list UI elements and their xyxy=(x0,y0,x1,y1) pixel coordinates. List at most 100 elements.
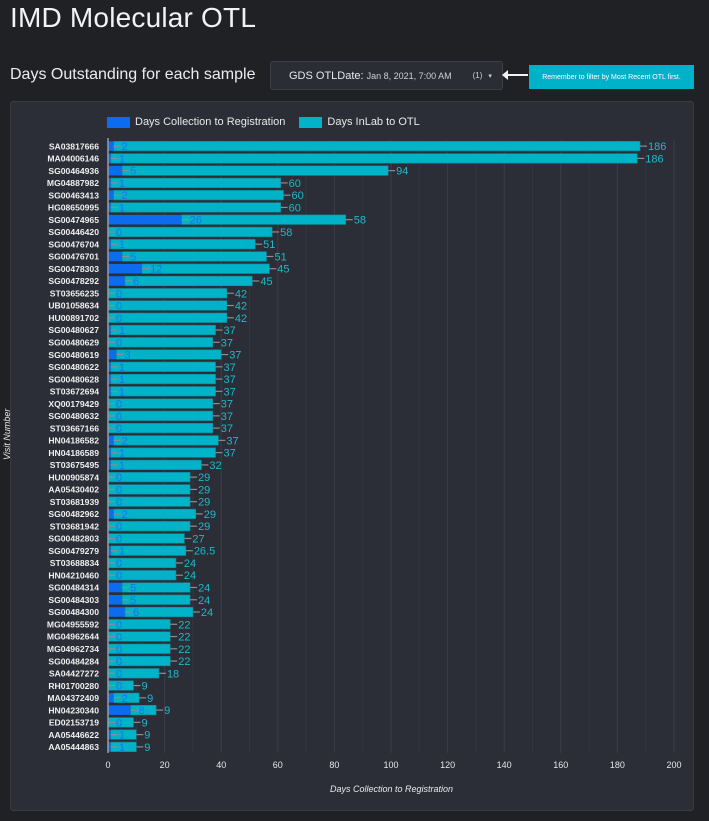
data-label-inlab: 51 xyxy=(274,251,286,263)
data-label-inlab: 22 xyxy=(178,632,190,644)
bar-inlab xyxy=(107,288,228,299)
data-label-collection: 0 xyxy=(116,533,122,545)
bar-inlab xyxy=(107,300,228,311)
data-label-inlab: 42 xyxy=(235,301,247,313)
data-label-inlab: 37 xyxy=(221,411,233,423)
bar-inlab xyxy=(110,202,281,213)
data-label-collection: 1 xyxy=(119,362,125,374)
bar-inlab xyxy=(113,190,284,201)
y-tick-label: ST03656235 xyxy=(50,288,99,298)
data-label-inlab: 37 xyxy=(226,435,238,447)
bar-collection xyxy=(108,325,111,335)
bar-collection xyxy=(108,742,111,752)
y-tick-label: SG00480619 xyxy=(48,350,99,360)
bar-collection xyxy=(108,178,111,188)
bar-collection xyxy=(108,705,131,715)
data-label-inlab: 29 xyxy=(204,509,216,521)
data-label-inlab: 37 xyxy=(224,386,236,398)
data-label-inlab: 37 xyxy=(221,399,233,411)
bar-inlab xyxy=(107,337,214,348)
legend-item-inlab[interactable]: Days InLab to OTL xyxy=(299,116,420,128)
bar-collection xyxy=(108,582,123,593)
data-label-collection: 0 xyxy=(116,570,122,582)
legend-swatch-inlab xyxy=(299,116,323,128)
x-axis-title: Days Collection to Registration xyxy=(330,784,454,794)
data-label-inlab: 24 xyxy=(201,607,213,619)
bar-collection xyxy=(108,729,111,740)
y-tick-label: HG08650995 xyxy=(48,203,99,213)
data-label-inlab: 58 xyxy=(354,215,366,227)
bar-collection xyxy=(108,460,111,470)
y-tick-label: ST03681942 xyxy=(50,521,99,531)
data-label-inlab: 37 xyxy=(224,362,236,374)
x-tick-label: 80 xyxy=(329,760,339,770)
data-label-collection: 6 xyxy=(133,607,139,619)
bar-inlab xyxy=(121,251,267,262)
data-label-inlab: 27 xyxy=(192,533,204,545)
y-tick-label: AA05444863 xyxy=(48,742,99,752)
data-label-inlab: 29 xyxy=(198,472,210,484)
bar-collection xyxy=(108,239,111,249)
data-label-inlab: 9 xyxy=(141,717,147,729)
x-tick-label: 40 xyxy=(216,760,226,770)
x-tick-label: 20 xyxy=(160,760,170,770)
chevron-down-icon: ▾ xyxy=(488,72,492,80)
data-label-inlab: 60 xyxy=(289,178,301,190)
data-label-inlab: 186 xyxy=(648,141,666,153)
data-label-inlab: 58 xyxy=(280,227,292,239)
data-label-inlab: 186 xyxy=(645,153,663,165)
arrow-left-icon xyxy=(502,70,528,80)
otl-date-filter-dropdown[interactable]: GDS OTLDate: Jan 8, 2021, 7:00 AM (1) ▾ xyxy=(270,61,503,90)
bar-inlab xyxy=(110,153,638,164)
data-label-inlab: 24 xyxy=(198,582,210,594)
bar-inlab xyxy=(110,177,281,188)
y-tick-label: SG00484300 xyxy=(48,607,99,617)
data-label-collection: 0 xyxy=(116,656,122,668)
data-label-inlab: 9 xyxy=(164,705,170,717)
bar-inlab xyxy=(116,349,222,360)
y-tick-label: SA03817666 xyxy=(49,141,99,151)
data-label-collection: 1 xyxy=(119,448,125,460)
y-tick-label: SG00482962 xyxy=(48,509,99,519)
data-label-inlab: 18 xyxy=(167,668,179,680)
bar-collection xyxy=(108,141,114,151)
data-label-inlab: 9 xyxy=(144,730,150,742)
data-label-collection: 0 xyxy=(116,644,122,656)
y-tick-label: SG00463413 xyxy=(48,190,99,200)
y-tick-label: AA05430402 xyxy=(48,485,99,495)
data-label-collection: 0 xyxy=(116,681,122,693)
data-label-inlab: 22 xyxy=(178,644,190,656)
y-tick-label: HN04230340 xyxy=(48,705,99,715)
data-label-inlab: 37 xyxy=(224,325,236,337)
legend-swatch-collection xyxy=(107,116,130,128)
bar-collection xyxy=(108,509,114,519)
bar-inlab xyxy=(110,373,216,385)
x-tick-label: 160 xyxy=(553,760,568,770)
legend-label-inlab: Days InLab to OTL xyxy=(327,116,420,128)
x-tick-label: 140 xyxy=(497,760,512,770)
bar-collection xyxy=(108,693,114,703)
data-label-collection: 12 xyxy=(150,264,162,276)
y-tick-label: HU00891702 xyxy=(48,313,99,323)
data-label-inlab: 22 xyxy=(178,619,190,631)
bar-collection xyxy=(108,214,182,225)
y-tick-label: SG00476704 xyxy=(48,239,99,249)
y-tick-label: MG04962734 xyxy=(47,644,99,654)
y-tick-label: HN04186582 xyxy=(48,436,99,446)
bar-inlab xyxy=(113,435,219,446)
data-label-collection: 2 xyxy=(122,435,128,447)
bar-inlab xyxy=(107,410,214,421)
y-tick-label: RH01700280 xyxy=(48,681,99,691)
y-tick-label: HU00905874 xyxy=(48,472,99,482)
legend-item-collection[interactable]: Days Collection to Registration xyxy=(107,116,285,128)
data-label-collection: 2 xyxy=(122,190,128,202)
bar-collection xyxy=(108,545,111,556)
data-label-collection: 0 xyxy=(116,668,122,680)
bar-inlab xyxy=(110,447,216,458)
data-label-collection: 0 xyxy=(116,337,122,349)
y-tick-label: MG04955592 xyxy=(47,619,99,629)
data-label-collection: 0 xyxy=(116,423,122,435)
data-label-collection: 1 xyxy=(119,374,125,386)
bar-collection xyxy=(108,435,114,446)
